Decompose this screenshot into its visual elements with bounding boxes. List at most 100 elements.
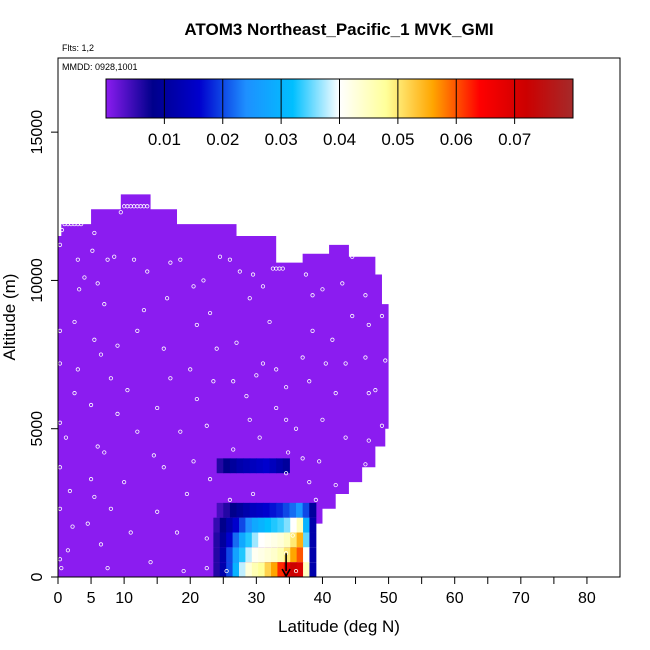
flight-point — [135, 429, 140, 434]
flight-point — [98, 542, 104, 547]
flight-point — [108, 506, 113, 511]
colorbar-tick-label: 0.01 — [148, 130, 181, 149]
flight-point — [178, 204, 183, 209]
plume-cell — [303, 517, 310, 533]
flight-point — [217, 213, 223, 218]
x-tick-label: 50 — [380, 590, 398, 607]
flight-point — [260, 361, 266, 366]
flight-point — [290, 533, 295, 538]
flight-point — [363, 293, 368, 298]
plume-cell — [269, 458, 277, 474]
colorbar-tick-label: 0.03 — [265, 130, 298, 149]
flight-point — [191, 195, 196, 200]
plume-cell — [258, 562, 266, 577]
flight-point — [333, 482, 338, 488]
plume-cell — [236, 502, 244, 518]
plume-cell — [226, 517, 234, 533]
flight-point — [284, 471, 289, 476]
plume-cell — [264, 532, 272, 548]
flight-point — [72, 319, 77, 325]
plume-cell — [245, 562, 253, 577]
flight-point — [181, 568, 186, 574]
flight-point — [118, 210, 123, 215]
colorbar-tick-label: 0.06 — [440, 130, 473, 149]
colorbar-tick-label: 0.07 — [498, 130, 531, 149]
flight-point — [300, 355, 305, 360]
x-tick-label: 40 — [314, 590, 332, 607]
flight-point — [310, 328, 315, 333]
flight-point — [406, 248, 411, 253]
x-tick-label: 70 — [512, 590, 530, 607]
plume-cell — [219, 517, 227, 533]
flight-point — [207, 201, 213, 206]
flight-point — [227, 216, 233, 221]
flight-point — [399, 245, 404, 250]
flight-point — [343, 435, 348, 440]
plume-cell — [303, 562, 310, 577]
plume-cell — [219, 547, 227, 563]
x-tick-label: 80 — [578, 590, 596, 607]
y-tick-label: 5000 — [29, 411, 46, 447]
flight-point — [204, 566, 209, 571]
flight-point — [75, 367, 80, 372]
flight-point — [204, 536, 209, 541]
plume-cell — [238, 532, 246, 548]
flight-point — [234, 340, 239, 345]
flight-point — [386, 245, 391, 250]
plume-cell — [245, 517, 253, 533]
plume-cell — [276, 458, 284, 474]
flight-point — [221, 213, 226, 218]
plume-cell — [264, 517, 272, 533]
flight-point — [244, 393, 249, 399]
flight-point — [396, 245, 401, 250]
plume-cell — [276, 502, 284, 518]
y-tick-label: 10000 — [29, 258, 46, 303]
flight-point — [168, 376, 173, 381]
flight-point — [207, 310, 213, 316]
flight-point — [161, 346, 166, 351]
y-tick-label: 15000 — [29, 110, 46, 155]
plume-cell — [283, 562, 291, 577]
flight-point — [373, 524, 378, 529]
plot-frame — [57, 57, 621, 578]
flight-point — [237, 269, 242, 274]
flight-point — [336, 527, 342, 532]
plume-cell — [229, 502, 238, 518]
flight-point — [211, 379, 216, 384]
flight-point — [247, 296, 252, 301]
flight-point — [217, 254, 223, 259]
plume-cell — [219, 562, 227, 577]
flight-point — [369, 488, 375, 494]
plume-cell — [296, 517, 304, 533]
flight-point — [363, 462, 368, 467]
plume-cell — [223, 458, 231, 474]
plume-cell — [309, 562, 317, 577]
flight-point — [184, 491, 190, 497]
background-field — [58, 194, 389, 577]
flight-point — [323, 361, 328, 366]
axes: 0 5 10 20 30 40 50 60 70 80 0 5000 10000 15000 — [29, 110, 596, 607]
flight-point — [59, 227, 65, 233]
flight-point — [90, 248, 95, 253]
plume-cell — [296, 562, 304, 577]
flight-point — [95, 444, 100, 449]
flight-point — [194, 322, 199, 328]
flight-point — [429, 257, 434, 262]
plume-cell — [213, 517, 221, 533]
plume-cell — [226, 532, 234, 548]
y-axis-label: Altitude (m) — [0, 274, 19, 361]
flight-point — [317, 459, 322, 464]
flight-point — [112, 254, 117, 259]
plume-cell — [243, 502, 251, 518]
colorbar-tick-label: 0.04 — [323, 130, 356, 149]
flight-point — [161, 465, 166, 470]
plume-cell — [264, 562, 272, 577]
flight-point — [115, 411, 120, 416]
flight-point — [274, 367, 279, 372]
flight-point — [250, 272, 256, 277]
flight-point — [204, 198, 209, 203]
flight-point — [63, 435, 69, 440]
flight-point — [409, 248, 414, 253]
flight-point — [151, 453, 156, 458]
flight-point — [300, 456, 305, 461]
